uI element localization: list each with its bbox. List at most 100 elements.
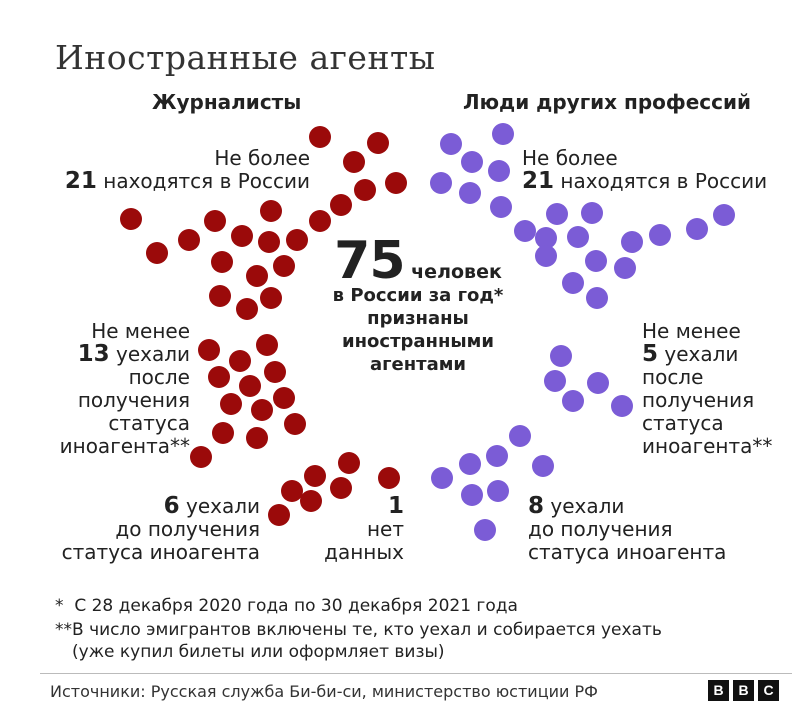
- center-total-label: 75 человек в России за год* признаны ино…: [318, 235, 518, 376]
- label-line: статуса иноагента: [61, 540, 260, 564]
- person-dot: [385, 172, 407, 194]
- total-number: 75: [334, 231, 405, 291]
- person-dot: [309, 126, 331, 148]
- person-dot: [567, 226, 589, 248]
- count-number: 5: [642, 341, 659, 367]
- count-number: 8: [528, 493, 545, 519]
- count-number: 21: [522, 168, 555, 194]
- person-dot: [686, 218, 708, 240]
- label-line: иноагента**: [642, 434, 773, 458]
- person-dot: [236, 298, 258, 320]
- person-dot: [309, 210, 331, 232]
- person-dot: [209, 285, 231, 307]
- person-dot: [550, 345, 572, 367]
- person-dot: [264, 361, 286, 383]
- person-dot: [120, 208, 142, 230]
- person-dot: [204, 210, 226, 232]
- label-others-in-russia: Не более 21 находятся в России: [522, 147, 792, 193]
- label-line: уехали: [115, 342, 190, 366]
- page-title: Иностранные агенты: [55, 38, 436, 77]
- person-dot: [229, 350, 251, 372]
- label-line: находятся в России: [560, 169, 768, 193]
- person-dot: [535, 245, 557, 267]
- person-dot: [562, 390, 584, 412]
- label-line: статуса: [108, 411, 190, 435]
- person-dot: [614, 257, 636, 279]
- bbc-logo: B B C: [708, 680, 779, 701]
- label-others-left-before: 8 уехали до получения статуса иноагента: [528, 495, 768, 564]
- person-dot: [338, 452, 360, 474]
- label-line: данных: [324, 540, 404, 564]
- footnote-1: * С 28 декабря 2020 года по 30 декабря 2…: [55, 595, 518, 617]
- label-line: статуса: [642, 411, 724, 435]
- column-heading-others: Люди других профессий: [463, 90, 752, 114]
- person-dot: [514, 220, 536, 242]
- person-dot: [330, 194, 352, 216]
- person-dot: [146, 242, 168, 264]
- person-dot: [562, 272, 584, 294]
- footnote-2-continued: (уже купил билеты или оформляет визы): [72, 642, 445, 662]
- person-dot: [585, 250, 607, 272]
- footnote-mark: *: [55, 596, 64, 616]
- person-dot: [532, 455, 554, 477]
- person-dot: [212, 422, 234, 444]
- person-dot: [611, 395, 633, 417]
- label-line: до получения: [528, 517, 673, 541]
- person-dot: [459, 182, 481, 204]
- person-dot: [621, 231, 643, 253]
- person-dot: [459, 453, 481, 475]
- person-dot: [260, 287, 282, 309]
- label-line: после: [642, 365, 704, 389]
- total-word: человек: [411, 261, 502, 283]
- label-line: нет: [366, 517, 404, 541]
- person-dot: [178, 229, 200, 251]
- label-line: до получения: [115, 517, 260, 541]
- footnote-2: **В число эмигрантов включены те, кто уе…: [55, 619, 662, 641]
- person-dot: [487, 480, 509, 502]
- person-dot: [268, 504, 290, 526]
- person-dot: [198, 339, 220, 361]
- center-line: в России за год*: [332, 285, 504, 306]
- logo-letter: B: [733, 680, 754, 701]
- person-dot: [246, 427, 268, 449]
- center-line: агентами: [369, 354, 467, 375]
- person-dot: [251, 399, 273, 421]
- label-journalists-left-before: 6 уехали до получения статуса иноагента: [40, 495, 260, 564]
- person-dot: [273, 387, 295, 409]
- person-dot: [258, 231, 280, 253]
- label-journalists-no-data: 1 нет данных: [300, 495, 404, 564]
- person-dot: [461, 151, 483, 173]
- count-number: 1: [387, 493, 404, 519]
- label-line: Не менее: [91, 319, 190, 343]
- label-line: иноагента**: [59, 434, 190, 458]
- person-dot: [281, 480, 303, 502]
- person-dot: [273, 255, 295, 277]
- center-line: иностранными: [341, 331, 495, 352]
- person-dot: [544, 370, 566, 392]
- label-line: уехали: [550, 494, 625, 518]
- person-dot: [256, 334, 278, 356]
- label-journalists-left-after: Не менее 13 уехали после получения стату…: [40, 320, 190, 458]
- footnote-text: С 28 декабря 2020 года по 30 декабря 202…: [74, 596, 518, 616]
- label-line: получения: [77, 388, 190, 412]
- label-line: Не менее: [642, 319, 741, 343]
- sources: Источники: Русская служба Би-би-си, мини…: [50, 682, 598, 701]
- count-number: 21: [64, 168, 97, 194]
- person-dot: [284, 413, 306, 435]
- label-others-left-after: Не менее 5 уехали после получения статус…: [642, 320, 792, 458]
- center-line: признаны: [367, 308, 469, 329]
- person-dot: [587, 372, 609, 394]
- person-dot: [649, 224, 671, 246]
- person-dot: [461, 484, 483, 506]
- person-dot: [220, 393, 242, 415]
- person-dot: [304, 465, 326, 487]
- person-dot: [535, 227, 557, 249]
- count-number: 6: [163, 493, 180, 519]
- person-dot: [378, 467, 400, 489]
- person-dot: [440, 133, 462, 155]
- label-line: статуса иноагента: [528, 540, 727, 564]
- person-dot: [492, 123, 514, 145]
- person-dot: [286, 229, 308, 251]
- label-line: уехали: [664, 342, 739, 366]
- person-dot: [190, 446, 212, 468]
